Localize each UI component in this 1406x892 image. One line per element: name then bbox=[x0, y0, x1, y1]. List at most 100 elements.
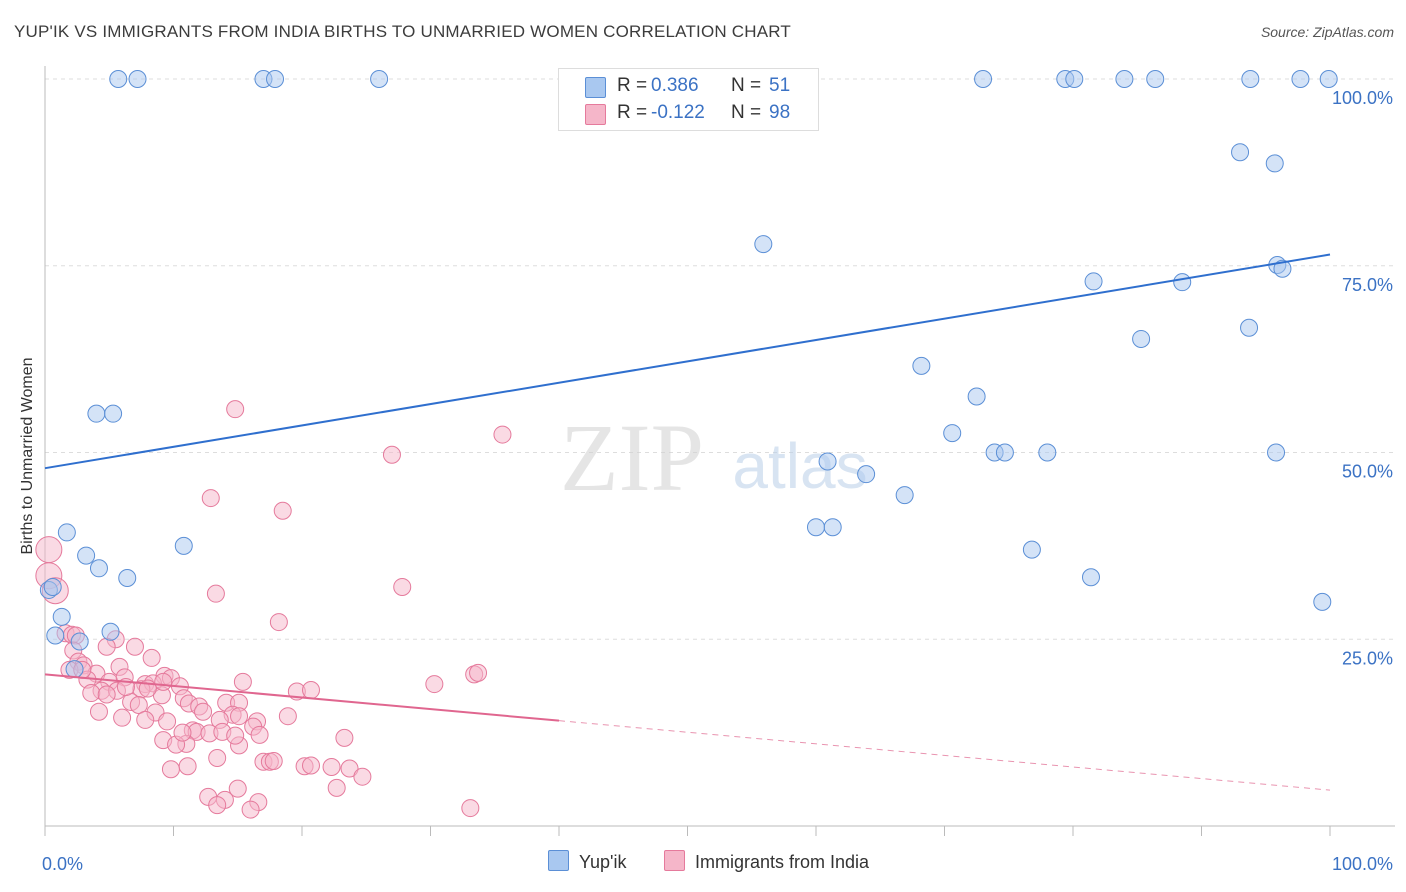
yupik-point bbox=[1240, 318, 1259, 337]
india-point bbox=[161, 760, 180, 779]
india-point bbox=[241, 800, 260, 819]
legend-r-label: R = bbox=[617, 75, 648, 96]
yupik-point bbox=[1084, 272, 1103, 291]
legend-n-value: 51 bbox=[769, 75, 791, 96]
yupik-point bbox=[77, 546, 96, 565]
india-point bbox=[264, 752, 283, 771]
yupik-point bbox=[128, 70, 147, 88]
india-point bbox=[335, 728, 354, 747]
bottom-legend-yupik: Yup'ik bbox=[548, 850, 626, 873]
yupik-point bbox=[1291, 70, 1310, 88]
series-yupik-points bbox=[39, 70, 1338, 679]
india-point bbox=[208, 749, 227, 768]
yupik-point bbox=[995, 443, 1014, 462]
yupik-point bbox=[118, 568, 137, 587]
india-point bbox=[178, 757, 197, 776]
yupik-point bbox=[823, 518, 842, 537]
chart-title: YUP'IK VS IMMIGRANTS FROM INDIA BIRTHS T… bbox=[14, 22, 792, 41]
yupik-point bbox=[1231, 143, 1250, 162]
india-point bbox=[493, 425, 512, 444]
bottom-legend-label-yupik: Yup'ik bbox=[579, 852, 627, 872]
bottom-legend-swatch-blue bbox=[548, 850, 569, 871]
india-point bbox=[425, 675, 444, 694]
india-point bbox=[273, 501, 292, 520]
india-point bbox=[35, 536, 63, 564]
y-tick-label: 50.0% bbox=[1342, 462, 1393, 482]
source-label: Source: ZipAtlas.com bbox=[1260, 24, 1394, 40]
india-point bbox=[201, 489, 220, 508]
yupik-point bbox=[1319, 70, 1338, 88]
india-point bbox=[269, 613, 288, 632]
yupik-point bbox=[1273, 259, 1292, 278]
yupik-point bbox=[89, 559, 108, 578]
india-point bbox=[142, 648, 161, 667]
india-point bbox=[233, 672, 252, 691]
yupik-point bbox=[818, 452, 837, 471]
yupik-point bbox=[1173, 273, 1192, 292]
india-point bbox=[208, 796, 227, 815]
yupik-trend-line bbox=[44, 253, 1331, 470]
india-point bbox=[301, 756, 320, 775]
legend-n-label: N = bbox=[731, 75, 762, 96]
india-point bbox=[278, 707, 297, 726]
yupik-point bbox=[754, 235, 773, 254]
yupik-point bbox=[1313, 592, 1332, 611]
yupik-point bbox=[65, 660, 84, 679]
india-point bbox=[113, 708, 132, 727]
watermark-zip: ZIP bbox=[560, 404, 704, 511]
yupik-point bbox=[57, 523, 76, 542]
india-point bbox=[226, 400, 245, 419]
india-point bbox=[173, 723, 192, 742]
india-point bbox=[382, 445, 401, 464]
india-point bbox=[97, 685, 116, 704]
india-point bbox=[158, 712, 177, 731]
legend-swatch-pink bbox=[585, 104, 606, 125]
yupik-point bbox=[1146, 70, 1165, 88]
yupik-point bbox=[87, 404, 106, 423]
yupik-point bbox=[857, 465, 876, 484]
india-point bbox=[206, 584, 225, 603]
legend-r-label: R = bbox=[617, 102, 648, 123]
yupik-point bbox=[1115, 70, 1134, 88]
india-point bbox=[226, 726, 245, 745]
yupik-point bbox=[912, 356, 931, 375]
yupik-point bbox=[1081, 568, 1100, 587]
india-point bbox=[82, 684, 101, 703]
y-tick-label: 75.0% bbox=[1342, 275, 1393, 295]
legend-n-label: N = bbox=[731, 102, 762, 123]
yupik-point bbox=[174, 536, 193, 555]
yupik-point bbox=[1022, 540, 1041, 559]
gridlines bbox=[45, 78, 1395, 640]
india-point bbox=[301, 681, 320, 700]
yupik-point bbox=[943, 424, 962, 443]
yupik-point bbox=[807, 518, 825, 537]
india-point bbox=[393, 577, 412, 596]
tick-labels: 25.0% 50.0% 75.0% 100.0% 0.0% 100.0% bbox=[42, 88, 1393, 874]
legend-swatch-blue bbox=[585, 77, 606, 98]
legend-n-value: 98 bbox=[769, 102, 791, 123]
legend-r-value: -0.122 bbox=[651, 102, 705, 123]
yupik-point bbox=[974, 70, 993, 88]
india-point bbox=[154, 672, 173, 691]
yupik-point bbox=[1267, 443, 1286, 462]
india-point bbox=[340, 759, 359, 778]
series-immigrants-india-points bbox=[35, 400, 512, 819]
legend-r-value: 0.386 bbox=[651, 75, 699, 96]
india-point bbox=[129, 695, 148, 714]
india-point bbox=[136, 710, 155, 729]
y-tick-label: 100.0% bbox=[1332, 88, 1393, 108]
india-point bbox=[469, 663, 488, 682]
india-point bbox=[194, 702, 213, 721]
india-point bbox=[322, 757, 341, 776]
india-point bbox=[461, 799, 480, 818]
yupik-point bbox=[52, 607, 71, 626]
x-tick-label-min: 0.0% bbox=[42, 854, 83, 874]
india-point bbox=[125, 637, 144, 656]
yupik-point bbox=[895, 486, 914, 505]
bottom-legend-swatch-pink bbox=[664, 850, 685, 871]
x-tick-label-max: 100.0% bbox=[1332, 854, 1393, 874]
yupik-point bbox=[967, 387, 986, 406]
india-trend-line bbox=[44, 673, 560, 722]
watermark-atlas: atlas bbox=[732, 430, 867, 502]
